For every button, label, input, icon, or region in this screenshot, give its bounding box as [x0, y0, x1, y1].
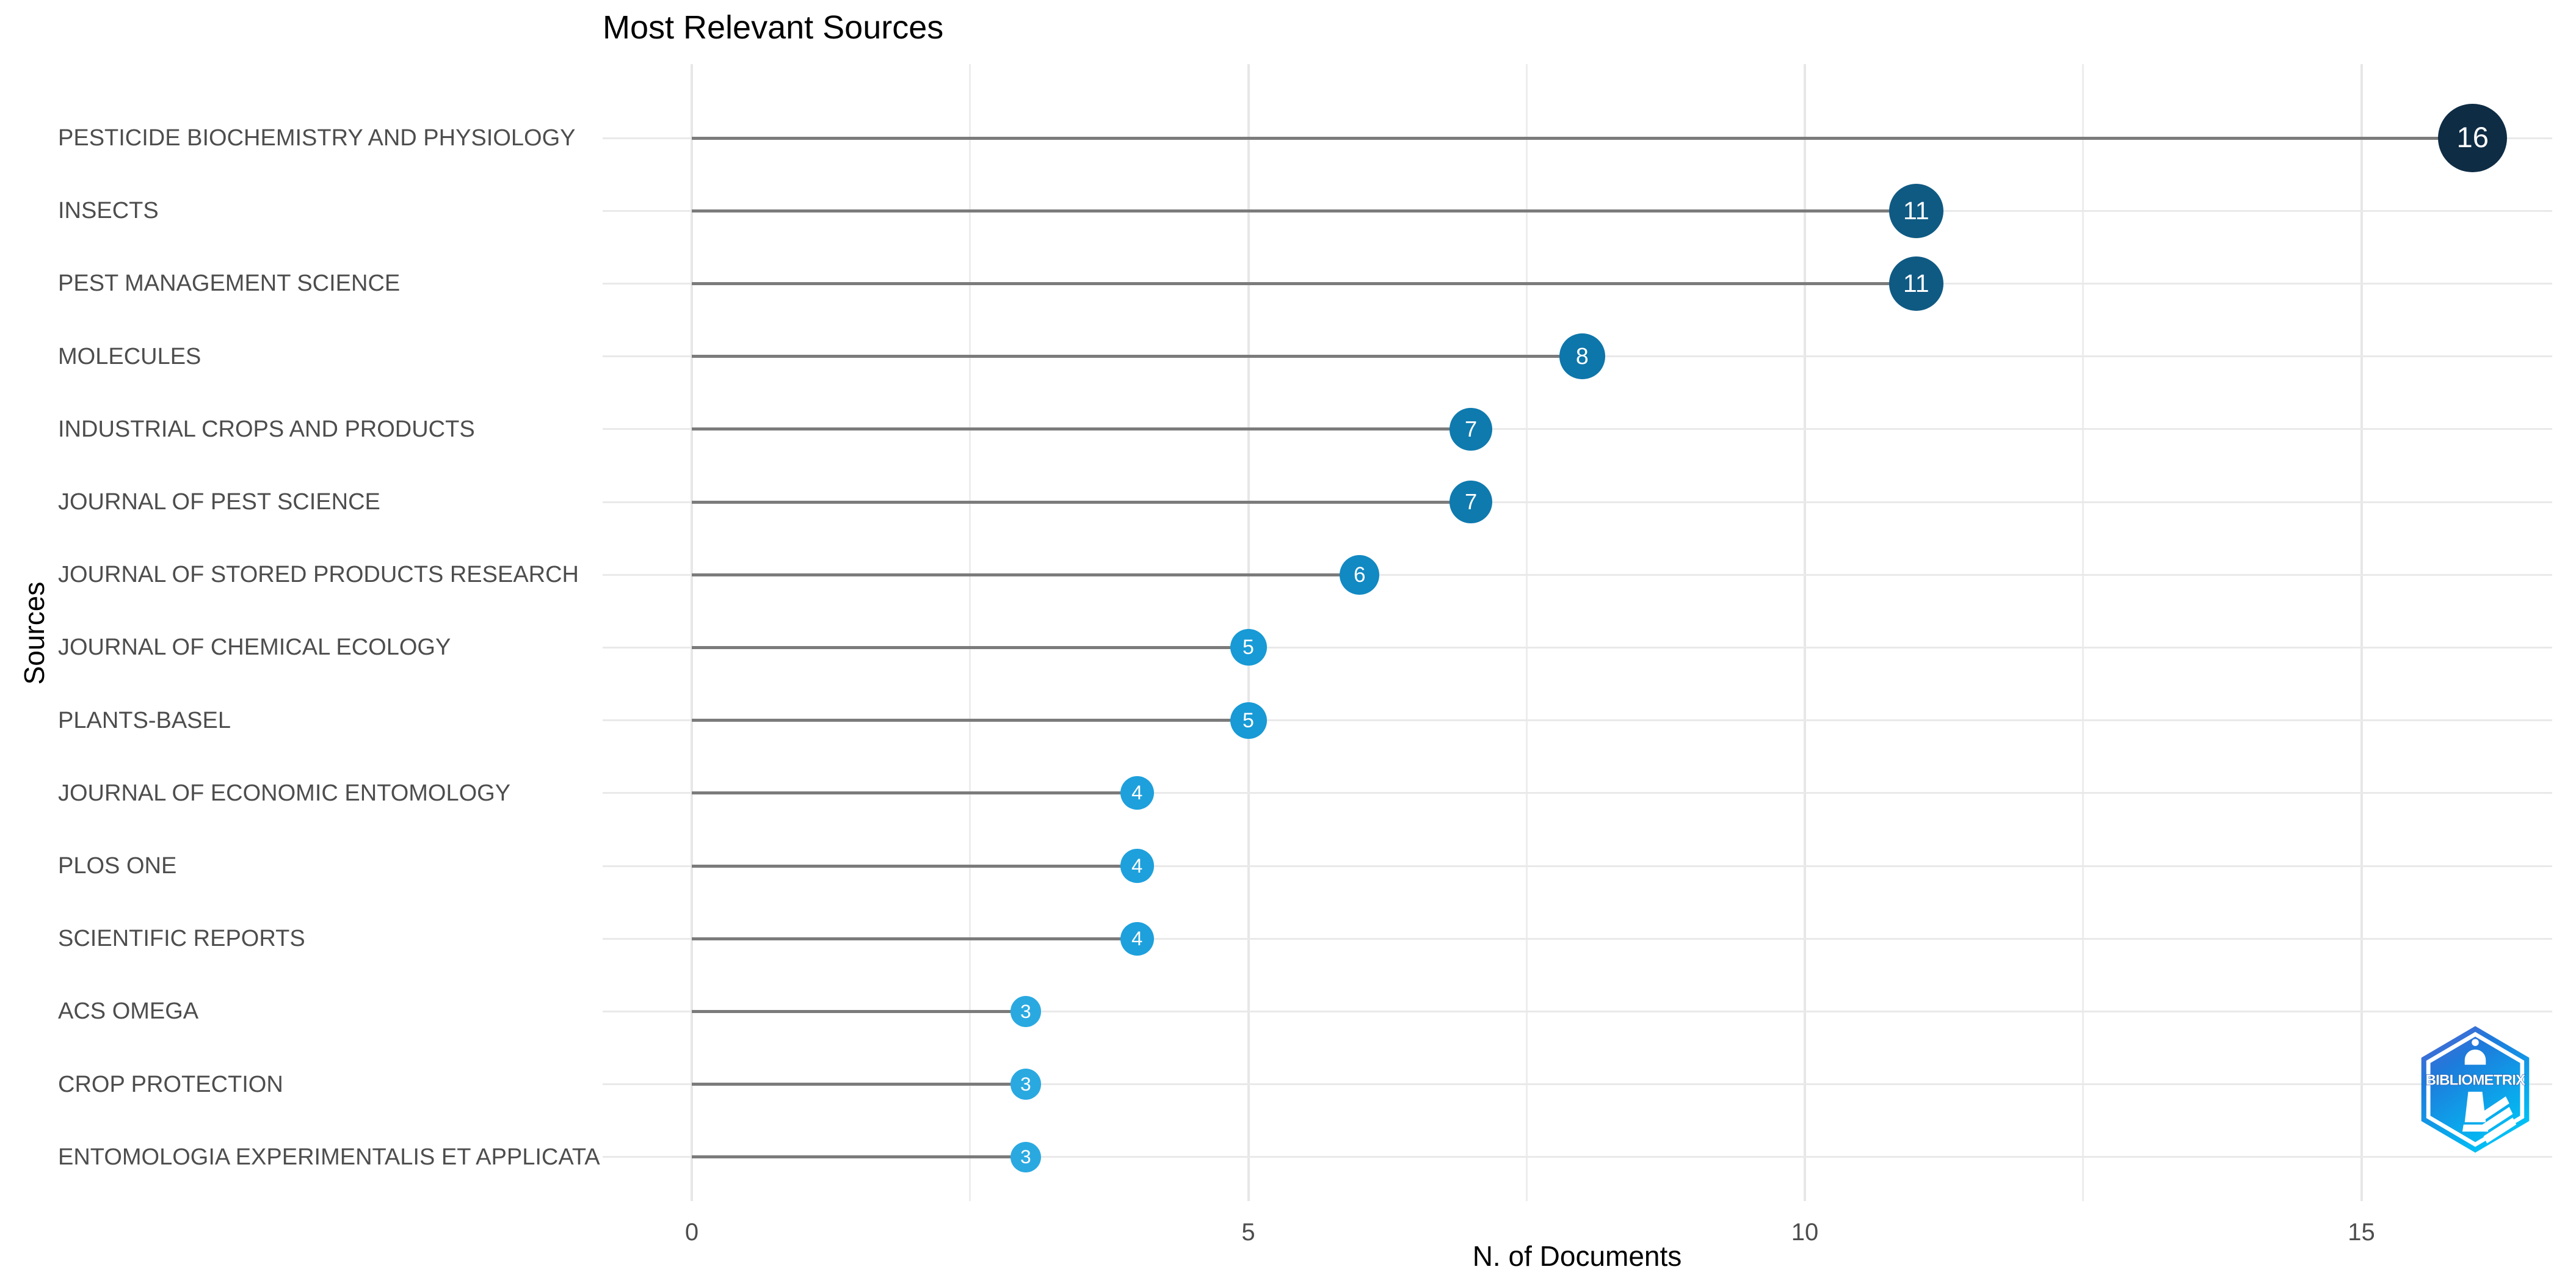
logo-text: BIBLIOMETRIX	[2426, 1072, 2526, 1088]
source-label: JOURNAL OF PEST SCIENCE	[58, 489, 380, 515]
source-label: ACS OMEGA	[58, 998, 199, 1025]
data-point: 4	[1120, 849, 1154, 883]
row-gridline	[603, 1010, 2552, 1012]
bibliometrix-logo: BIBLIOMETRIX	[2421, 1026, 2530, 1153]
data-point: 3	[1010, 996, 1042, 1027]
data-point: 16	[2438, 103, 2508, 173]
x-gridline-major	[1804, 64, 1806, 1201]
x-axis-title: N. of Documents	[1472, 1240, 1682, 1272]
source-label: JOURNAL OF STORED PRODUCTS RESEARCH	[58, 562, 579, 588]
row-gridline	[603, 1083, 2552, 1086]
x-tick-label: 10	[1791, 1219, 1819, 1246]
row-gridline	[603, 792, 2552, 794]
lollipop-stem	[692, 427, 1471, 431]
lighthouse-dome	[2464, 1049, 2486, 1065]
x-gridline-minor	[2082, 64, 2084, 1201]
x-gridline-major	[2360, 64, 2363, 1201]
logo-3-bar	[2481, 1096, 2509, 1120]
lollipop-stem	[692, 791, 1137, 795]
row-gridline	[603, 646, 2552, 648]
source-label: ENTOMOLOGIA EXPERIMENTALIS ET APPLICATA	[58, 1144, 600, 1170]
logo-hexagon	[2421, 1026, 2530, 1153]
source-label: PLANTS-BASEL	[58, 707, 231, 733]
lollipop-stem	[692, 937, 1137, 940]
source-label: INSECTS	[58, 198, 159, 224]
row-gridline	[603, 573, 2552, 576]
lollipop-stem	[692, 1155, 1026, 1159]
lollipop-stem	[692, 209, 1917, 213]
logo-3-bar	[2483, 1117, 2517, 1144]
x-gridline-minor	[969, 64, 971, 1201]
data-point: 7	[1449, 408, 1492, 451]
source-label: INDUSTRIAL CROPS AND PRODUCTS	[58, 416, 475, 442]
source-label: PLOS ONE	[58, 853, 177, 879]
data-point: 11	[1888, 256, 1943, 311]
lollipop-stem	[692, 282, 1917, 285]
source-label: CROP PROTECTION	[58, 1071, 283, 1097]
row-gridline	[603, 937, 2552, 940]
lollipop-stem	[692, 573, 1360, 576]
row-gridline	[603, 1156, 2552, 1158]
lollipop-stem	[692, 645, 1249, 649]
source-label: JOURNAL OF CHEMICAL ECOLOGY	[58, 634, 451, 661]
data-point: 4	[1120, 921, 1154, 956]
source-label: JOURNAL OF ECONOMIC ENTOMOLOGY	[58, 780, 511, 806]
logo-3-bar	[2482, 1106, 2513, 1132]
data-point: 3	[1010, 1141, 1042, 1172]
lighthouse-tower	[2464, 1091, 2486, 1122]
x-tick-label: 5	[1241, 1219, 1255, 1246]
lollipop-stem	[692, 1009, 1026, 1013]
lollipop-stem	[692, 1083, 1026, 1086]
data-point: 8	[1559, 333, 1605, 379]
lollipop-stem	[692, 864, 1137, 868]
data-point: 3	[1010, 1069, 1042, 1100]
source-label: MOLECULES	[58, 343, 201, 369]
data-point: 7	[1449, 481, 1492, 523]
lollipop-stem	[692, 719, 1249, 722]
x-gridline-major	[691, 64, 693, 1201]
chart-title: Most Relevant Sources	[603, 9, 944, 46]
row-gridline	[603, 719, 2552, 722]
lollipop-stem	[692, 355, 1583, 358]
data-point: 6	[1340, 554, 1380, 595]
row-gridline	[603, 501, 2552, 503]
lollipop-stem	[692, 500, 1471, 504]
data-point: 5	[1230, 629, 1267, 666]
data-point: 4	[1120, 776, 1154, 810]
y-axis-title: Sources	[18, 581, 50, 685]
data-point: 5	[1230, 702, 1267, 739]
lollipop-stem	[692, 136, 2473, 140]
x-tick-label: 15	[2348, 1219, 2375, 1246]
row-gridline	[603, 865, 2552, 867]
source-label: SCIENTIFIC REPORTS	[58, 926, 305, 952]
data-point: 11	[1888, 183, 1943, 238]
x-tick-label: 0	[684, 1219, 699, 1246]
row-gridline	[603, 428, 2552, 430]
lighthouse-ball	[2472, 1039, 2479, 1046]
x-gridline-minor	[1525, 64, 1528, 1201]
source-label: PESTICIDE BIOCHEMISTRY AND PHYSIOLOGY	[58, 125, 576, 151]
source-label: PEST MANAGEMENT SCIENCE	[58, 271, 401, 297]
